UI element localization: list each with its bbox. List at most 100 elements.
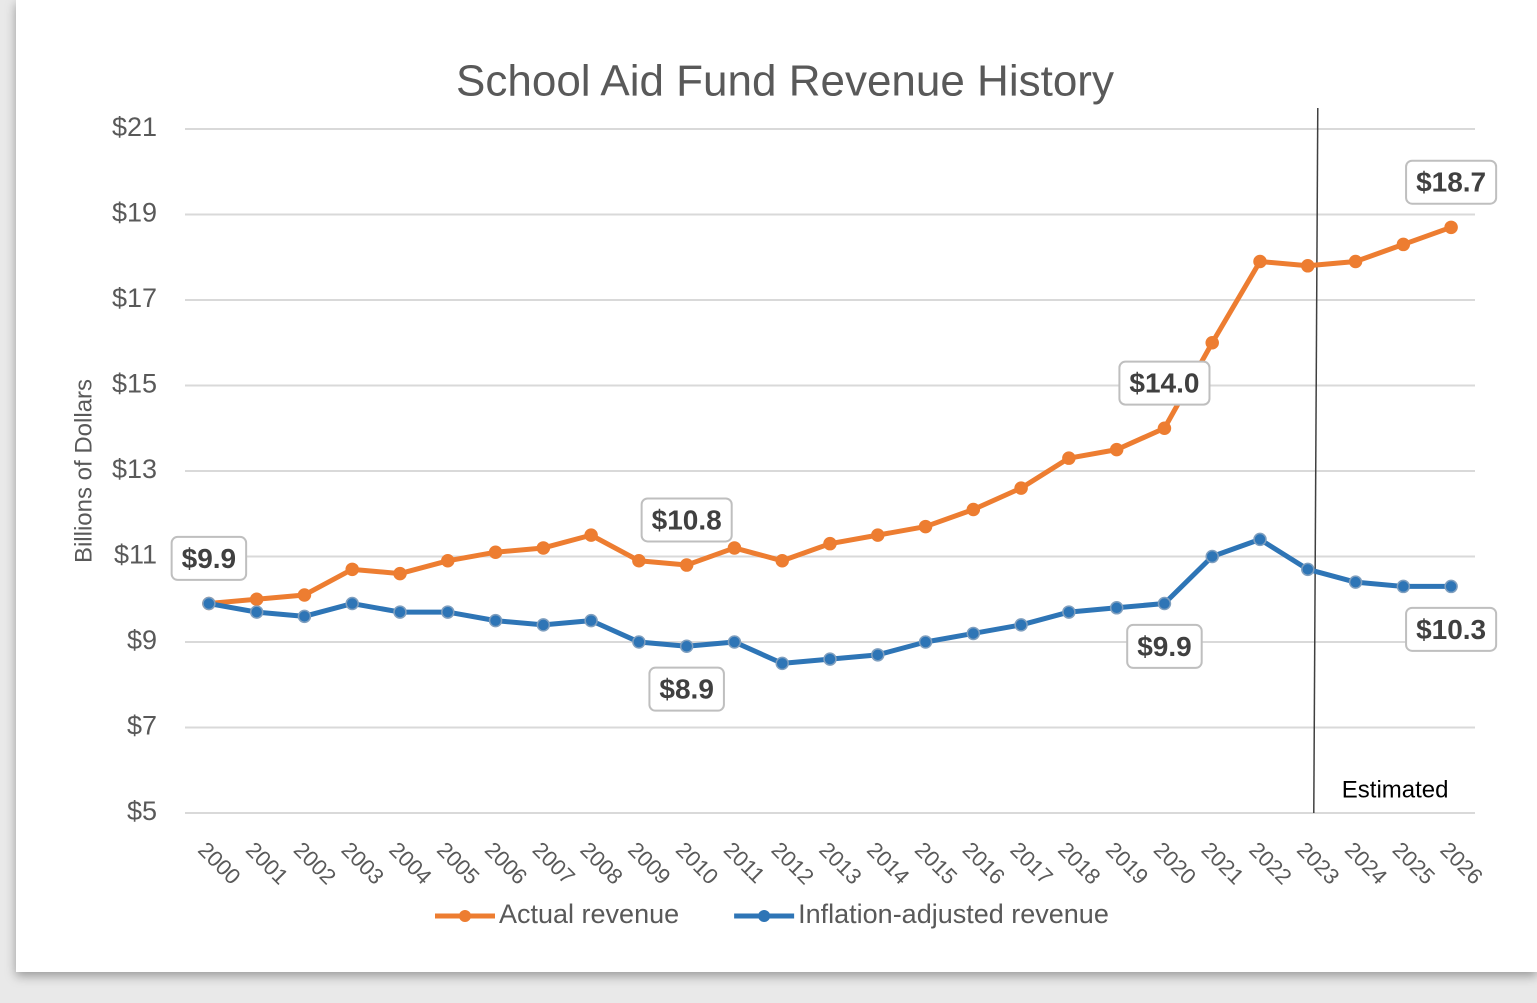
data-label: $14.0 xyxy=(1129,368,1199,399)
series-line xyxy=(208,536,1452,666)
estimate-divider xyxy=(1313,107,1319,814)
legend-label: Actual revenue xyxy=(499,899,679,929)
x-tick-label: 2002 xyxy=(289,837,341,889)
series-marker xyxy=(584,613,598,628)
series-marker xyxy=(393,566,407,581)
data-callout: $14.0 xyxy=(1118,360,1211,406)
callout-box xyxy=(1126,623,1203,669)
series-marker xyxy=(871,648,885,662)
y-axis-label: Billions of Dollars xyxy=(70,379,97,563)
callout-box xyxy=(640,497,733,543)
callout-box xyxy=(170,535,248,581)
chart-title: School Aid Fund Revenue History xyxy=(456,57,1114,106)
series-marker xyxy=(632,635,646,649)
callout-box xyxy=(648,666,725,712)
y-tick-label: $17 xyxy=(112,283,157,313)
data-label: $9.9 xyxy=(1137,631,1192,662)
series-marker xyxy=(345,562,359,577)
series-marker xyxy=(871,528,885,542)
series-marker xyxy=(393,605,407,619)
x-tick-label: 2016 xyxy=(958,837,1010,889)
legend-marker xyxy=(459,910,471,922)
series-marker xyxy=(1014,618,1028,632)
x-tick-label: 2014 xyxy=(862,837,914,889)
series-marker xyxy=(1062,605,1076,619)
x-tick-label: 2022 xyxy=(1244,837,1296,889)
series-marker xyxy=(1253,532,1267,547)
x-tick-label: 2008 xyxy=(575,837,627,889)
y-tick-label: $7 xyxy=(127,711,157,741)
x-tick-label: 2010 xyxy=(671,837,723,889)
data-callout: $10.8 xyxy=(640,497,733,543)
data-label: $18.7 xyxy=(1416,167,1486,198)
data-label: $9.9 xyxy=(182,543,237,574)
data-label: $10.8 xyxy=(652,504,722,535)
x-tick-label: 2026 xyxy=(1435,837,1487,889)
x-tick-label: 2015 xyxy=(910,837,962,889)
x-tick-label: 2003 xyxy=(337,837,389,889)
series-marker xyxy=(202,596,216,611)
data-label: $8.9 xyxy=(659,674,714,705)
series-marker xyxy=(918,635,933,649)
x-tick-label: 2004 xyxy=(384,837,436,889)
series-marker xyxy=(297,588,312,602)
y-tick-label: $13 xyxy=(112,454,157,484)
callout-box xyxy=(1405,159,1498,205)
x-tick-label: 2013 xyxy=(814,837,866,889)
data-callout: $8.9 xyxy=(648,666,725,712)
x-tick-label: 2025 xyxy=(1388,837,1440,889)
y-tick-label: $11 xyxy=(114,540,157,570)
data-callout: $9.9 xyxy=(1126,623,1203,669)
series-marker xyxy=(727,635,742,649)
series-marker xyxy=(297,609,312,624)
legend-marker xyxy=(758,910,771,922)
annotation: Estimated xyxy=(1342,776,1449,803)
series-marker xyxy=(727,541,742,555)
series-marker xyxy=(536,618,551,632)
series-marker xyxy=(249,592,264,606)
series-marker xyxy=(1444,579,1458,594)
x-tick-label: 2009 xyxy=(623,837,675,889)
series-marker xyxy=(1396,579,1411,594)
series-marker xyxy=(966,626,981,641)
series-marker xyxy=(536,541,551,555)
series-marker xyxy=(1014,481,1028,495)
x-tick-label: 2021 xyxy=(1197,837,1249,889)
series-marker xyxy=(584,528,598,542)
series-marker xyxy=(488,545,503,559)
series-marker xyxy=(249,605,264,619)
series-marker xyxy=(1062,451,1076,465)
series-marker xyxy=(679,639,694,654)
series-marker xyxy=(1109,442,1124,457)
data-callout: $9.9 xyxy=(170,535,248,581)
data-label: $10.3 xyxy=(1416,614,1486,645)
series-marker xyxy=(441,605,455,619)
y-tick-label: $15 xyxy=(112,369,157,399)
card xyxy=(16,0,1537,972)
x-tick-label: 2023 xyxy=(1292,837,1344,889)
series-marker xyxy=(1396,237,1411,252)
series-marker xyxy=(823,652,837,666)
series-marker xyxy=(966,502,981,517)
data-callout: $18.7 xyxy=(1405,159,1498,205)
series-marker xyxy=(441,554,455,568)
x-tick-label: 2018 xyxy=(1053,837,1105,889)
x-tick-label: 2000 xyxy=(193,837,245,889)
y-tick-label: $21 xyxy=(112,112,157,142)
series-marker xyxy=(488,613,503,628)
x-tick-label: 2011 xyxy=(719,837,770,888)
series-marker xyxy=(632,554,646,568)
x-tick-label: 2024 xyxy=(1340,837,1392,889)
legend-label: Inflation-adjusted revenue xyxy=(798,899,1109,929)
series-marker xyxy=(1157,421,1172,435)
series-marker xyxy=(775,554,789,568)
series-marker xyxy=(918,519,933,534)
series-marker xyxy=(1348,575,1363,589)
data-callout: $10.3 xyxy=(1405,606,1498,652)
series-marker xyxy=(1348,254,1363,269)
x-tick-label: 2012 xyxy=(767,837,819,889)
series-marker xyxy=(1205,549,1219,564)
x-tick-label: 2006 xyxy=(480,837,532,889)
series-marker xyxy=(823,536,837,551)
